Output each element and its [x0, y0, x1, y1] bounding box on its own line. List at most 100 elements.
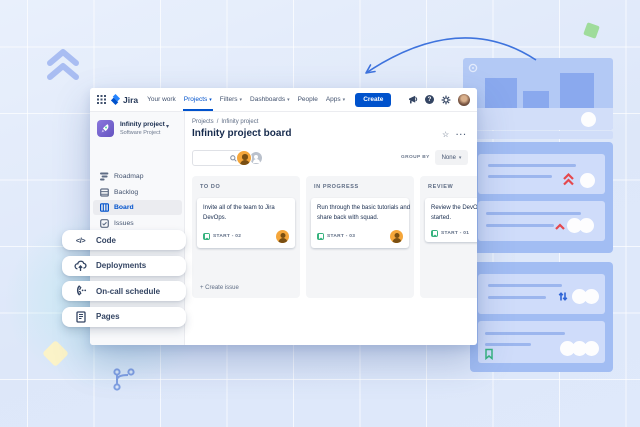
- user-avatar[interactable]: [458, 93, 470, 106]
- bar-chart-bar: [523, 91, 549, 108]
- skeleton-card: [478, 274, 605, 314]
- person-icon: [240, 160, 250, 165]
- bar-chart-bar: [560, 73, 594, 108]
- person-icon: [242, 154, 248, 160]
- top-navbar: Jira Your work Projects ▾ Filters ▾ Dashbo…: [90, 88, 477, 112]
- skeleton-line: [488, 296, 546, 299]
- chevron-down-icon: ▾: [209, 96, 212, 103]
- yellow-diamond-decoration: [42, 340, 69, 367]
- chevron-down-icon[interactable]: ▾: [166, 124, 170, 130]
- card-footer: START - 01: [431, 230, 477, 238]
- page-title: Infinity project board: [192, 128, 292, 139]
- chevron-down-icon: ▾: [342, 96, 346, 103]
- assignee-avatar[interactable]: [390, 230, 403, 244]
- skeleton-card: [478, 321, 605, 363]
- app-switcher-icon[interactable]: [97, 95, 106, 104]
- breadcrumb-projects[interactable]: Projects: [192, 119, 214, 125]
- column-title: REVIEW: [428, 184, 454, 190]
- issue-card[interactable]: Review the DevOps p started. START - 01: [425, 198, 477, 243]
- transfer-arrows-icon: [558, 292, 568, 301]
- priority-highest-icon: [563, 172, 574, 186]
- issue-card[interactable]: Invite all of the team to Jira DevOps. S…: [197, 198, 295, 249]
- bookmark-icon: [485, 348, 493, 360]
- assignee-avatar[interactable]: [236, 150, 252, 166]
- avatar: [567, 218, 582, 233]
- issue-key: START - 01: [441, 231, 470, 237]
- chevron-down-icon: ▾: [458, 154, 462, 161]
- card-footer: START - 03: [317, 230, 403, 244]
- help-icon[interactable]: ?: [425, 95, 434, 104]
- issue-key: START - 02: [213, 234, 242, 240]
- more-actions-icon[interactable]: ···: [456, 130, 467, 139]
- column-title: TO DO: [200, 184, 221, 190]
- menu-pill-pages[interactable]: Pages: [62, 306, 186, 327]
- background-panel-list: [470, 262, 613, 372]
- group-by-select[interactable]: None ▾: [435, 150, 468, 165]
- person-icon: [254, 154, 258, 159]
- gear-icon[interactable]: [441, 95, 451, 105]
- story-type-icon: [203, 233, 210, 241]
- bar-chart-bar: [485, 78, 517, 108]
- avatar: [580, 173, 595, 188]
- search-input[interactable]: [193, 156, 227, 170]
- nav-item-dashboards[interactable]: Dashboards ▾: [250, 96, 290, 103]
- skeleton-card: [478, 201, 605, 241]
- column-title: IN PROGRESS: [314, 184, 359, 190]
- skeleton-row-strip: [463, 131, 613, 139]
- background-panel-chart: [463, 58, 613, 130]
- menu-pill-code[interactable]: </> Code: [62, 230, 186, 250]
- issue-key: START - 03: [327, 234, 356, 240]
- sidebar-item-roadmap[interactable]: Roadmap: [93, 169, 182, 184]
- assignee-avatar[interactable]: [276, 230, 289, 244]
- star-icon[interactable]: ☆: [442, 130, 450, 139]
- megaphone-icon[interactable]: [408, 95, 418, 105]
- curved-arrow-decoration: [365, 37, 537, 74]
- nav-item-projects[interactable]: Projects ▾: [180, 88, 216, 112]
- skeleton-line: [486, 212, 581, 215]
- sidebar-item-backlog[interactable]: Backlog: [93, 185, 182, 200]
- person-icon: [394, 232, 399, 238]
- board-search: [192, 150, 242, 170]
- chevron-down-icon: ▾: [287, 96, 290, 103]
- person-icon: [278, 238, 287, 244]
- skeleton-line: [488, 284, 562, 287]
- avatar: [572, 341, 587, 356]
- project-avatar[interactable]: [97, 120, 114, 137]
- avatar: [579, 218, 594, 233]
- menu-pill-deployments[interactable]: Deployments: [62, 255, 186, 276]
- avatar: [572, 289, 587, 304]
- menu-pill-on-call-schedule[interactable]: On-call schedule: [62, 281, 186, 301]
- phone-icon: [74, 285, 87, 297]
- cloud-upload-icon: [74, 260, 87, 272]
- jira-logo-icon: [110, 94, 121, 105]
- breadcrumb-project-name[interactable]: Infinity project: [221, 119, 259, 125]
- roadmap-icon: [100, 172, 109, 181]
- nav-item-your-work[interactable]: Your work: [147, 96, 176, 103]
- avatar: [584, 289, 599, 304]
- nav-item-filters[interactable]: Filters ▾: [219, 96, 243, 103]
- column-review: REVIEW Review the DevOps p started. STAR…: [420, 176, 477, 298]
- column-todo: TO DO Invite all of the team to Jira Dev…: [192, 176, 300, 298]
- issues-icon: [100, 218, 109, 228]
- issue-card[interactable]: Run through the basic tutorials and shar…: [311, 198, 410, 249]
- avatar: [584, 341, 599, 356]
- panel-footer-strip: [463, 108, 613, 130]
- project-sidebar: Infinity project Software Project ▾ Road…: [90, 112, 185, 345]
- avatar: [581, 112, 596, 127]
- skeleton-line: [486, 224, 554, 227]
- skeleton-line: [485, 332, 565, 335]
- sidebar-item-board[interactable]: Board: [93, 200, 182, 215]
- background-panel-list: [470, 142, 613, 253]
- nav-item-apps[interactable]: Apps ▾: [325, 96, 346, 103]
- priority-high-icon: [555, 223, 565, 230]
- group-by-label: GROUP BY: [401, 155, 430, 160]
- project-type: Software Project: [120, 130, 161, 136]
- skeleton-card: [478, 154, 605, 194]
- sidebar-item-issues[interactable]: Issues: [93, 216, 182, 231]
- jira-window: Jira Your work Projects ▾ Filters ▾ Dashbo…: [90, 88, 477, 345]
- backlog-icon: [100, 187, 109, 197]
- create-issue-button[interactable]: + Create issue: [200, 285, 239, 291]
- nav-item-people[interactable]: People: [297, 96, 318, 103]
- create-button[interactable]: Create: [355, 92, 392, 107]
